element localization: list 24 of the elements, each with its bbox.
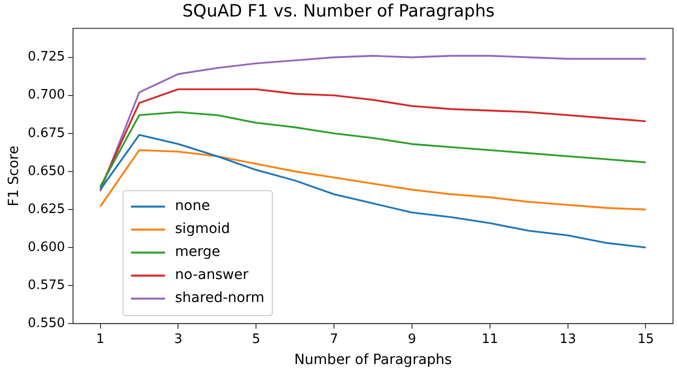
legend-label: shared-norm (175, 290, 264, 306)
legend-label: merge (175, 244, 220, 260)
y-tick-label: 0.650 (28, 164, 66, 179)
x-tick-label: 5 (252, 332, 260, 347)
y-tick-label: 0.600 (28, 240, 66, 255)
x-tick-label: 15 (637, 332, 654, 347)
x-tick-label: 11 (482, 332, 498, 347)
y-tick-label: 0.675 (28, 126, 66, 141)
y-tick-label: 0.700 (28, 88, 66, 103)
x-tick-label: 3 (174, 332, 182, 347)
y-tick-label: 0.550 (28, 316, 66, 331)
y-tick-label: 0.575 (28, 278, 66, 293)
chart-title: SQuAD F1 vs. Number of Paragraphs (182, 2, 495, 22)
x-tick-label: 13 (560, 332, 576, 347)
y-axis-title: F1 Score (6, 146, 22, 206)
y-tick-label: 0.625 (28, 202, 66, 217)
legend-label: sigmoid (175, 221, 230, 238)
legend-label: none (175, 198, 210, 214)
y-tick-label: 0.725 (28, 50, 66, 65)
x-axis-title: Number of Paragraphs (294, 352, 452, 368)
x-tick-label: 1 (96, 332, 104, 347)
x-tick-label: 9 (408, 332, 416, 347)
legend-label: no-answer (175, 267, 249, 284)
x-tick-label: 7 (330, 332, 338, 347)
